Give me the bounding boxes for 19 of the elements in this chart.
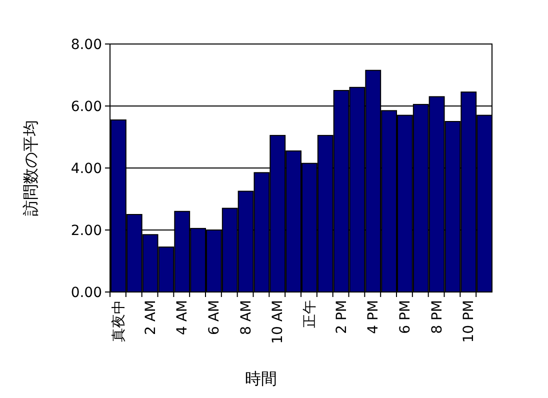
x-tick-label: 8 PM [429, 300, 446, 334]
y-tick-label: 0.00 [70, 285, 102, 301]
x-tick-label: 4 AM [174, 300, 191, 336]
y-tick-label: 4.00 [70, 161, 102, 177]
x-tick-label: 2 AM [142, 300, 159, 336]
x-tick-label: 8 AM [238, 300, 254, 336]
y-tick-label: 8.00 [70, 37, 102, 53]
x-tick-label: 真夜中 [110, 300, 127, 342]
x-tick-label: 10 AM [270, 300, 286, 344]
x-tick-label: 6 PM [397, 300, 414, 334]
x-tick-label: 2 PM [334, 300, 350, 334]
x-axis-title: 時間 [245, 369, 277, 388]
x-tick-label: 4 PM [366, 300, 382, 334]
x-tick-label: 10 PM [461, 300, 478, 343]
y-tick-label: 2.00 [70, 223, 102, 239]
x-tick-label: 6 AM [206, 300, 222, 336]
y-tick-label: 6.00 [70, 99, 102, 115]
y-axis-title: 訪問数の平均 [21, 120, 40, 216]
x-tick-label: 正午 [302, 300, 318, 328]
